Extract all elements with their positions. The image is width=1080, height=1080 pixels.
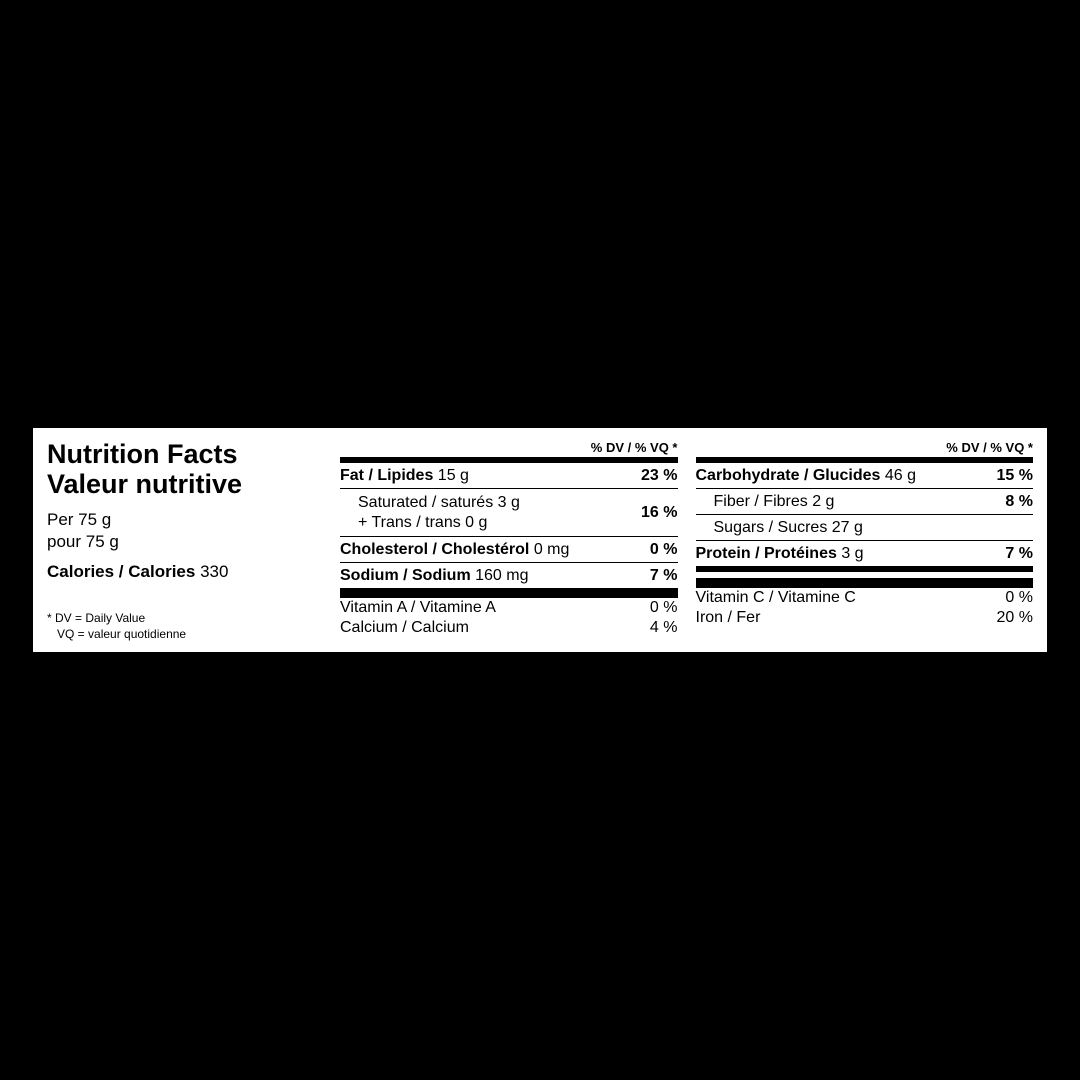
- protein-amount: 3 g: [841, 545, 863, 562]
- sugars-label: Sugars / Sucres: [714, 519, 828, 536]
- dv-header-1: % DV / % VQ *: [340, 440, 678, 457]
- fiber-pct: 8 %: [1005, 493, 1033, 511]
- row-sat-trans: Saturated / saturés 3 g + Trans / trans …: [340, 489, 678, 536]
- fat-pct: 23 %: [641, 467, 677, 485]
- fat-amount: 15 g: [438, 467, 469, 484]
- row-calcium: Calcium / Calcium 4 %: [340, 618, 678, 638]
- chol-label: Cholesterol / Cholestérol: [340, 541, 529, 558]
- row-vitC: Vitamin C / Vitamine C 0 %: [696, 588, 1034, 608]
- footnote-line2: VQ = valeur quotidienne: [47, 626, 322, 642]
- sodium-label: Sodium / Sodium: [340, 567, 471, 584]
- serving: Per 75 g pour 75 g: [47, 509, 322, 552]
- calcium-pct: 4 %: [650, 619, 678, 637]
- rule: [340, 588, 678, 598]
- sodium-pct: 7 %: [650, 567, 678, 585]
- carb-label: Carbohydrate / Glucides: [696, 467, 881, 484]
- nutrients-col-2: % DV / % VQ * Carbohydrate / Glucides 46…: [696, 440, 1034, 642]
- footnote-line1: * DV = Daily Value: [47, 611, 145, 625]
- serving-en: Per 75 g: [47, 510, 111, 529]
- calcium-label: Calcium / Calcium: [340, 619, 469, 637]
- carb-amount: 46 g: [885, 467, 916, 484]
- row-fat: Fat / Lipides 15 g 23 %: [340, 463, 678, 488]
- dv-header-2: % DV / % VQ *: [696, 440, 1034, 457]
- chol-amount: 0 mg: [534, 541, 570, 558]
- row-fiber: Fiber / Fibres 2 g 8 %: [696, 489, 1034, 514]
- protein-pct: 7 %: [1005, 545, 1033, 563]
- vitC-pct: 0 %: [1005, 589, 1033, 607]
- nutrition-facts-panel: Nutrition Facts Valeur nutritive Per 75 …: [30, 425, 1050, 655]
- nutrients-col-1: % DV / % VQ * Fat / Lipides 15 g 23 % Sa…: [340, 440, 678, 642]
- row-cholesterol: Cholesterol / Cholestérol 0 mg 0 %: [340, 537, 678, 562]
- vitC-label: Vitamin C / Vitamine C: [696, 589, 856, 607]
- row-sodium: Sodium / Sodium 160 mg 7 %: [340, 563, 678, 588]
- vitA-label: Vitamin A / Vitamine A: [340, 599, 496, 617]
- rule: [696, 578, 1034, 588]
- carb-pct: 15 %: [997, 467, 1033, 485]
- row-carb: Carbohydrate / Glucides 46 g 15 %: [696, 463, 1034, 488]
- row-iron: Iron / Fer 20 %: [696, 608, 1034, 628]
- title-fr: Valeur nutritive: [47, 470, 322, 500]
- protein-label: Protein / Protéines: [696, 545, 837, 562]
- sugars-amount: 27 g: [832, 519, 863, 536]
- serving-fr: pour 75 g: [47, 532, 119, 551]
- row-sugars: Sugars / Sucres 27 g: [696, 515, 1034, 540]
- row-protein: Protein / Protéines 3 g 7 %: [696, 541, 1034, 566]
- chol-pct: 0 %: [650, 541, 678, 559]
- fiber-amount: 2 g: [812, 493, 834, 510]
- vitA-pct: 0 %: [650, 599, 678, 617]
- calories: Calories / Calories 330: [47, 562, 322, 582]
- row-vitA: Vitamin A / Vitamine A 0 %: [340, 598, 678, 618]
- left-column: Nutrition Facts Valeur nutritive Per 75 …: [47, 440, 322, 642]
- fat-label: Fat / Lipides: [340, 467, 433, 484]
- iron-label: Iron / Fer: [696, 609, 761, 627]
- trans-line: + Trans / trans 0 g: [358, 514, 487, 531]
- saturated-line: Saturated / saturés 3 g: [358, 494, 520, 511]
- sat-trans-pct: 16 %: [641, 504, 677, 522]
- calories-label: Calories / Calories: [47, 562, 195, 581]
- calories-value: 330: [200, 562, 228, 581]
- fiber-label: Fiber / Fibres: [714, 493, 808, 510]
- footnote: * DV = Daily Value VQ = valeur quotidien…: [47, 610, 322, 642]
- sodium-amount: 160 mg: [475, 567, 528, 584]
- title-en: Nutrition Facts: [47, 440, 322, 470]
- iron-pct: 20 %: [997, 609, 1033, 627]
